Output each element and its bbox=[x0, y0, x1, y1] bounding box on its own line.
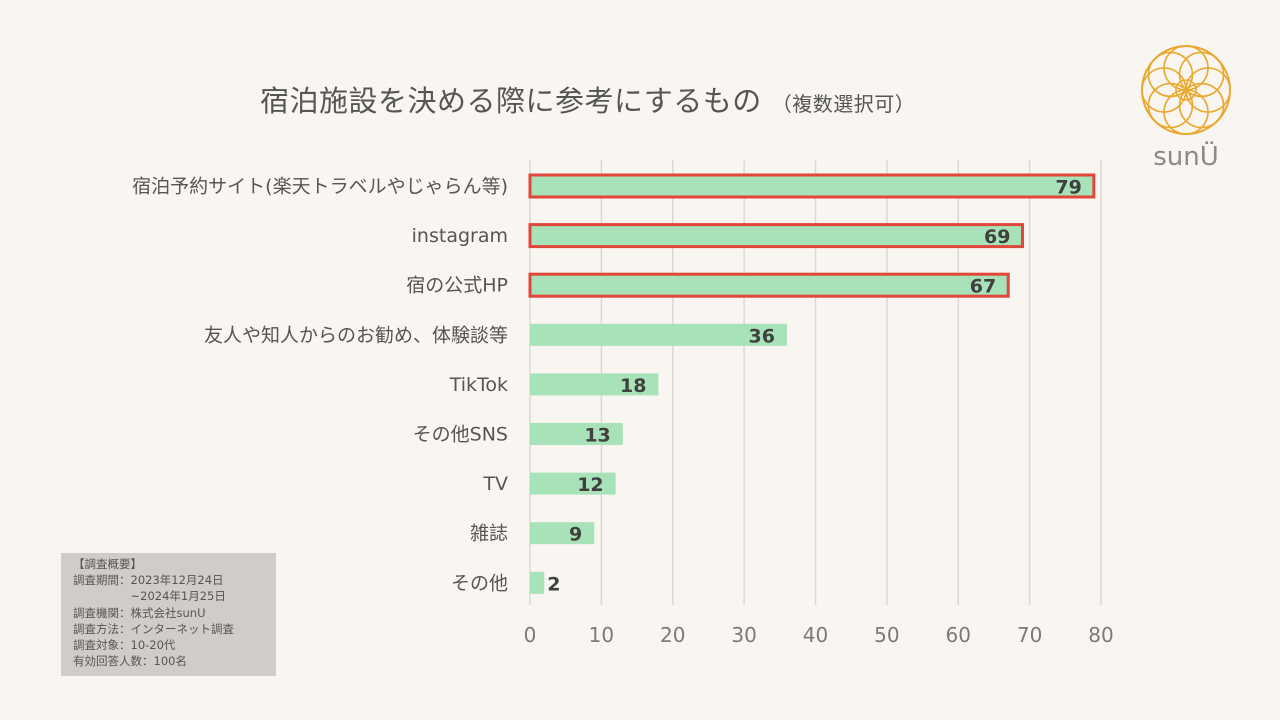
logo-text: sunÜ bbox=[1153, 142, 1219, 172]
data-label: 67 bbox=[970, 276, 996, 298]
category-label: 宿泊予約サイト(楽天トラベルやじゃらん等) bbox=[132, 176, 508, 198]
survey-line: 調査対象：10-20代 bbox=[73, 638, 176, 653]
x-tick-label: 80 bbox=[1088, 623, 1113, 647]
data-label: 9 bbox=[569, 524, 582, 546]
data-label: 79 bbox=[1055, 177, 1081, 199]
bar bbox=[530, 373, 659, 396]
survey-line: 調査機関：株式会社sunU bbox=[73, 605, 206, 620]
category-label: 雑誌 bbox=[470, 523, 508, 545]
x-tick-label: 30 bbox=[731, 623, 756, 647]
bar bbox=[530, 323, 787, 346]
data-label: 12 bbox=[577, 474, 603, 496]
bar bbox=[528, 223, 1024, 249]
x-tick-label: 60 bbox=[946, 623, 971, 647]
x-tick-label: 20 bbox=[660, 623, 685, 647]
bar bbox=[528, 173, 1096, 199]
x-tick-label: 40 bbox=[803, 623, 828, 647]
data-label: 13 bbox=[584, 425, 610, 447]
bar bbox=[530, 423, 623, 445]
chart-title-main: 宿泊施設を決める際に参考にするもの bbox=[260, 84, 762, 118]
data-label: 18 bbox=[620, 375, 646, 397]
bar bbox=[530, 522, 595, 545]
x-tick-label: 50 bbox=[874, 623, 899, 647]
survey-line: ~2024年1月25日 bbox=[73, 589, 226, 604]
logo-center bbox=[1175, 79, 1197, 101]
chart-title-sub: （複数選択可） bbox=[771, 92, 916, 116]
data-label: 2 bbox=[547, 573, 560, 595]
survey-line: 有効回答人数：100名 bbox=[73, 654, 187, 669]
category-label: TikTok bbox=[449, 374, 508, 396]
category-label: その他SNS bbox=[413, 424, 508, 446]
x-tick-label: 70 bbox=[1017, 623, 1042, 647]
category-label: 宿の公式HP bbox=[406, 275, 508, 297]
bar bbox=[530, 472, 616, 495]
category-label: instagram bbox=[412, 225, 508, 247]
sunu-logo: sunÜ bbox=[1136, 42, 1236, 172]
x-tick-label: 10 bbox=[589, 623, 614, 647]
survey-line: 調査方法：インターネット調査 bbox=[73, 621, 234, 636]
survey-line: 調査期間：2023年12月24日 bbox=[73, 573, 224, 588]
category-label: その他 bbox=[451, 572, 508, 594]
data-label: 36 bbox=[748, 325, 774, 347]
data-label: 69 bbox=[984, 226, 1010, 248]
bar bbox=[530, 571, 545, 594]
category-label: 友人や知人からのお勧め、体験談等 bbox=[204, 324, 508, 346]
chart-title: 宿泊施設を決める際に参考にするもの （複数選択可） bbox=[260, 78, 915, 120]
bar bbox=[528, 272, 1010, 298]
survey-line: 【調査概要】 bbox=[73, 557, 142, 571]
logo-petal bbox=[1178, 51, 1225, 98]
category-label: TV bbox=[482, 473, 508, 495]
flower-logo-icon bbox=[1141, 45, 1231, 135]
survey-summary-box: 【調査概要】調査期間：2023年12月24日 ~2024年1月25日 調査機関：株… bbox=[61, 553, 276, 676]
x-tick-label: 0 bbox=[524, 623, 537, 647]
